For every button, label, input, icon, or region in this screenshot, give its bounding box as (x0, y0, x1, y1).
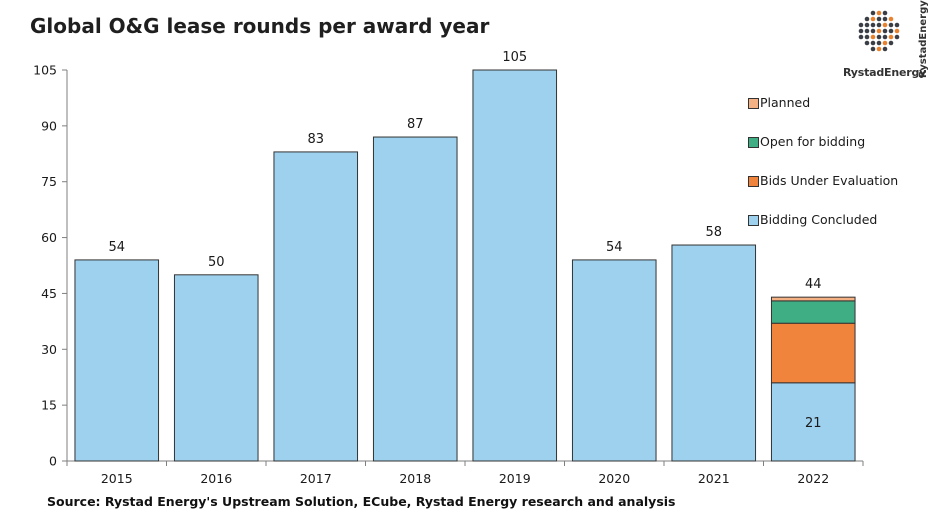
globe-dot (870, 10, 876, 16)
globe-dot (876, 40, 882, 46)
y-tick-label: 0 (49, 454, 57, 469)
globe-dot (864, 22, 870, 28)
legend-swatch (748, 98, 759, 109)
globe-dot (864, 34, 870, 40)
data-label: 50 (208, 255, 225, 270)
bar-segment (372, 136, 458, 462)
globe-dot (870, 40, 876, 46)
data-labels: 54 50 83 87 105 54 58 44 21 (108, 50, 821, 431)
globe-dot (870, 46, 876, 52)
bar-segment (770, 296, 856, 302)
y-tick-label: 90 (41, 118, 57, 133)
y-tick-label: 30 (41, 342, 57, 357)
globe-dot (864, 28, 870, 34)
bar-segment (472, 69, 558, 462)
legend-label: Bidding Concluded (760, 212, 878, 227)
globe-dot (888, 16, 894, 22)
legend-label: Open for bidding (760, 134, 866, 149)
globe-dot (876, 10, 882, 16)
globe-dot (858, 22, 864, 28)
globe-dot (876, 34, 882, 40)
globe-dot (882, 46, 888, 52)
globe-dot (894, 28, 900, 34)
rystad-logo (836, 10, 936, 85)
legend-swatch (748, 176, 759, 187)
x-tick-label: 2020 (598, 471, 630, 486)
data-label: 54 (606, 240, 623, 255)
x-tick-label: 2015 (101, 471, 133, 486)
bar-segment (770, 322, 856, 384)
bar-segment (273, 151, 359, 462)
x-tick-label: 2021 (698, 471, 730, 486)
globe-dot (882, 16, 888, 22)
bars (74, 69, 856, 462)
legend-label: Bids Under Evaluation (760, 173, 899, 188)
x-tick-label: 2022 (797, 471, 829, 486)
globe-dot (876, 28, 882, 34)
globe-dot (870, 16, 876, 22)
globe-dot (894, 34, 900, 40)
globe-dot (882, 28, 888, 34)
globe-dot (894, 22, 900, 28)
globe-dot (870, 34, 876, 40)
data-label: 44 (805, 277, 822, 292)
legend-swatch (748, 215, 759, 226)
source-note: Source: Rystad Energy's Upstream Solutio… (47, 494, 676, 509)
globe-dot (876, 46, 882, 52)
data-label: 58 (705, 225, 722, 240)
globe-dot (876, 16, 882, 22)
globe-dot (888, 28, 894, 34)
globe-dots-icon (858, 10, 900, 52)
y-tick-label: 60 (41, 230, 57, 245)
globe-dot (876, 22, 882, 28)
y-tick-label: 15 (41, 398, 57, 413)
legend-label: Planned (760, 95, 811, 110)
globe-dot (882, 34, 888, 40)
data-label: 54 (108, 240, 125, 255)
x-tick-label: 2016 (200, 471, 232, 486)
logo-vertical-text: RystadEnergy (918, 0, 929, 78)
chart-title: Global O&G lease rounds per award year (30, 14, 490, 38)
globe-dot (882, 22, 888, 28)
y-tick-label: 75 (41, 174, 57, 189)
bar-segment (770, 382, 856, 462)
bar-segment (74, 259, 160, 462)
globe-dot (858, 28, 864, 34)
globe-dot (858, 34, 864, 40)
globe-dot (882, 40, 888, 46)
x-tick-label: 2019 (499, 471, 531, 486)
x-tick-label: 2018 (399, 471, 431, 486)
data-label: 83 (307, 132, 324, 147)
globe-dot (870, 22, 876, 28)
globe-dot (864, 40, 870, 46)
bar-segment (173, 274, 259, 462)
globe-dot (888, 22, 894, 28)
bar-segment (770, 300, 856, 324)
y-tick-label: 105 (33, 63, 57, 78)
globe-dot (870, 28, 876, 34)
bar-segment (671, 244, 757, 462)
data-label: 87 (407, 117, 424, 132)
globe-dot (864, 16, 870, 22)
y-tick-label: 45 (41, 286, 57, 301)
logo-text: RystadEnergy (843, 66, 927, 79)
globe-dot (888, 34, 894, 40)
globe-dot (882, 10, 888, 16)
data-label-inner: 21 (805, 416, 822, 431)
axes: 0 15 30 45 60 75 90 105 2015 2016 2017 2018 2019 2020… (33, 63, 864, 486)
bar-segment (571, 259, 657, 462)
x-tick-label: 2017 (300, 471, 332, 486)
legend-swatch (748, 137, 759, 148)
globe-dot (888, 40, 894, 46)
data-label: 105 (502, 50, 527, 65)
